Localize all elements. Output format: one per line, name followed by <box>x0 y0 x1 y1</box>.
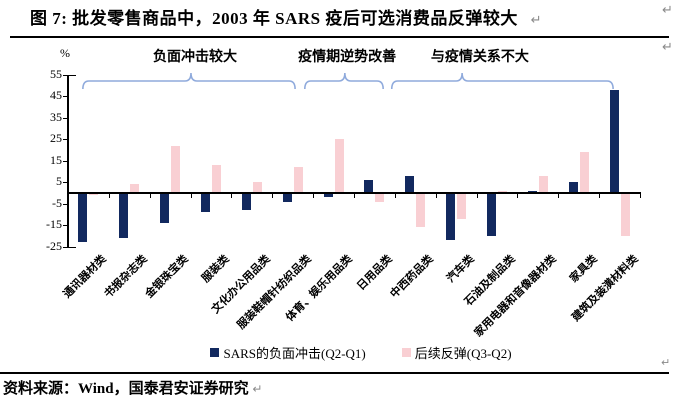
y-axis-tick-label: 25 <box>50 131 62 146</box>
y-axis-tick <box>63 139 68 141</box>
legend-label: SARS的负面冲击(Q2-Q1) <box>223 346 366 361</box>
x-axis-tick <box>272 194 274 198</box>
rebound-bar <box>375 193 385 202</box>
y-axis-tick-label: -15 <box>46 217 62 232</box>
rebound-bar <box>334 139 344 193</box>
y-axis-tick-label: 35 <box>50 109 62 124</box>
y-axis-tick <box>63 96 68 98</box>
x-axis-tick <box>558 194 560 198</box>
y-axis-endcap <box>68 246 76 249</box>
impact-bar <box>78 193 88 243</box>
rebound-bar <box>579 152 589 193</box>
y-axis-line <box>67 74 69 248</box>
rebound-bar <box>171 145 181 193</box>
rebound-bar <box>89 193 99 196</box>
rebound-bar <box>130 184 140 193</box>
y-axis-tick-label: 15 <box>50 152 62 167</box>
brace-icon <box>82 72 296 90</box>
rebound-bar <box>293 167 303 193</box>
x-axis-tick <box>435 194 437 198</box>
x-axis-tick <box>231 194 233 198</box>
y-axis-tick <box>63 182 68 184</box>
y-axis-tick-label: -5 <box>52 195 62 210</box>
legend-item: 后续反弹(Q3-Q2) <box>401 343 512 362</box>
y-axis-endcap <box>68 74 76 77</box>
y-axis-tick <box>63 225 68 227</box>
footer-divider <box>0 372 669 374</box>
impact-bar <box>527 190 537 193</box>
y-axis-tick <box>63 203 68 205</box>
impact-bar <box>241 193 251 211</box>
return-mark-icon: ↵ <box>662 40 673 55</box>
source-text: 资料来源：Wind，国泰君安证券研究 <box>3 381 249 397</box>
legend-swatch-icon <box>401 348 411 357</box>
impact-bar <box>609 89 619 193</box>
brace-icon <box>304 72 384 90</box>
x-axis-tick <box>599 194 601 198</box>
x-axis-category-label: 服装类 <box>199 252 232 285</box>
x-axis-tick <box>354 194 355 198</box>
return-mark-icon: ↵ <box>662 3 673 18</box>
rebound-bar <box>416 193 426 228</box>
return-mark-icon: ↵ <box>252 382 263 396</box>
y-axis-tick <box>63 246 68 248</box>
rebound-bar <box>212 165 221 193</box>
figure-title: 图 7: 批发零售商品中，2003 年 SARS 疫后可选消费品反弹较大 <box>30 9 518 28</box>
annotation-label: 疫情期逆势改善 <box>298 49 397 65</box>
legend-label: 后续反弹(Q3-Q2) <box>414 346 512 361</box>
return-mark-icon: ↵ <box>661 356 671 369</box>
rebound-bar <box>620 193 630 236</box>
x-axis-category-label: 书报杂志类 <box>101 252 150 301</box>
legend-item: SARS的负面冲击(Q2-Q1) <box>210 343 366 362</box>
x-axis-category-label: 金银珠宝类 <box>142 252 191 301</box>
y-axis-tick <box>63 160 68 162</box>
rebound-bar <box>457 193 467 219</box>
impact-bar <box>405 175 415 193</box>
y-axis-tick-label: 55 <box>50 66 62 81</box>
title-divider <box>10 36 669 38</box>
x-axis-tick <box>190 194 192 198</box>
impact-bar <box>201 193 210 213</box>
impact-bar <box>364 180 374 193</box>
y-axis-tick-label: -25 <box>46 238 62 253</box>
y-axis-tick <box>63 74 68 76</box>
impact-bar <box>282 193 292 202</box>
impact-bar <box>119 193 129 239</box>
rebound-bar <box>252 182 262 193</box>
x-axis-tick <box>517 194 519 198</box>
x-axis-tick <box>149 194 151 198</box>
x-axis-category-label: 家具类 <box>566 252 600 285</box>
annotation-label: 与疫情关系不大 <box>430 49 529 65</box>
impact-bar <box>160 193 170 224</box>
y-axis-tick-label: 5 <box>56 174 62 189</box>
x-axis-tick <box>68 194 69 198</box>
x-axis-tick <box>313 194 315 198</box>
chart-legend: SARS的负面冲击(Q2-Q1) 后续反弹(Q3-Q2) <box>0 343 682 362</box>
impact-bar <box>323 193 333 198</box>
impact-bar <box>446 193 456 241</box>
x-axis-tick <box>108 194 110 198</box>
source-row: 资料来源：Wind，国泰君安证券研究 ↵ <box>3 377 262 398</box>
x-axis-category-label: 通讯器材类 <box>60 252 110 301</box>
brace-icon <box>390 72 614 90</box>
figure-title-row: 图 7: 批发零售商品中，2003 年 SARS 疫后可选消费品反弹较大 ↵ <box>30 4 650 29</box>
rebound-bar <box>498 190 507 193</box>
y-axis-tick <box>63 117 68 119</box>
x-axis-tick <box>640 194 641 198</box>
x-axis-category-label: 中西药品类 <box>387 252 436 301</box>
x-axis-tick <box>476 194 478 198</box>
rebound-bar <box>538 175 548 193</box>
legend-swatch-icon <box>210 348 220 357</box>
impact-bar <box>487 193 496 236</box>
y-axis-unit-label: % <box>60 46 70 60</box>
annotation-label: 负面冲击较大 <box>152 49 237 65</box>
x-axis-category-label: 汽车类 <box>444 252 477 285</box>
x-axis-line <box>67 192 641 194</box>
x-axis-tick <box>394 194 396 198</box>
impact-bar <box>568 182 578 193</box>
return-mark-icon: ↵ <box>530 13 543 28</box>
y-axis-tick-label: 45 <box>50 88 62 103</box>
